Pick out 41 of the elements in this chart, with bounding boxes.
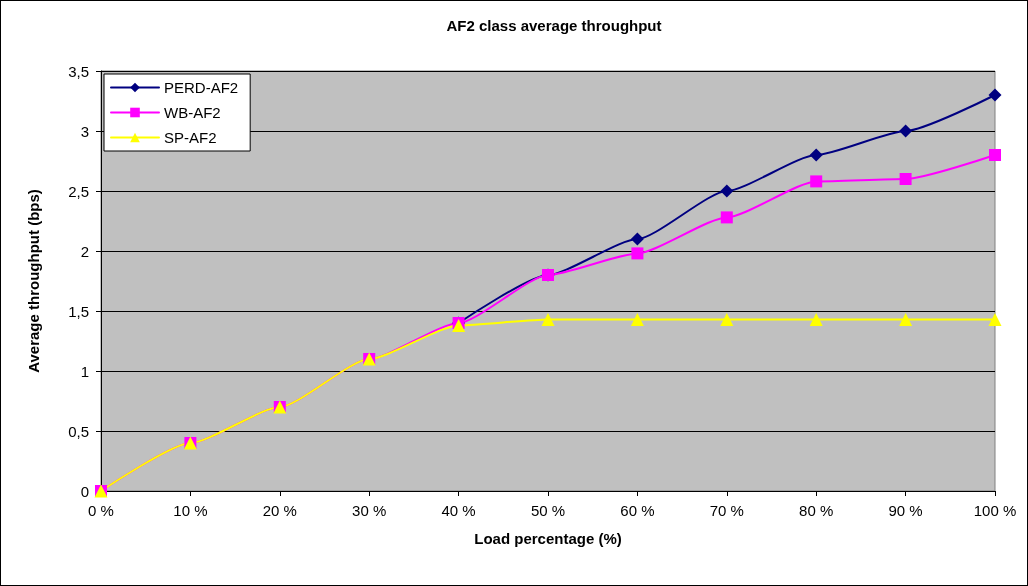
point bbox=[988, 88, 1002, 102]
point bbox=[809, 312, 823, 326]
x-tick-label: 60 % bbox=[620, 502, 655, 519]
point bbox=[899, 124, 913, 138]
chart-title: AF2 class average throughput bbox=[446, 17, 662, 34]
legend-label: SP-AF2 bbox=[164, 129, 217, 146]
y-tick-label: 3,5 bbox=[68, 62, 89, 80]
legend-label: WB-AF2 bbox=[164, 104, 221, 121]
x-tick-label: 100 % bbox=[973, 502, 1017, 519]
x-tick-label: 70 % bbox=[709, 502, 744, 519]
point bbox=[810, 175, 823, 188]
y-tick-label: 0,5 bbox=[68, 422, 89, 440]
y-tick-label: 0 bbox=[80, 482, 89, 500]
point bbox=[720, 211, 733, 224]
point bbox=[541, 312, 555, 326]
y-tick-label: 2,5 bbox=[68, 182, 89, 200]
point bbox=[630, 232, 644, 246]
point bbox=[630, 312, 644, 326]
x-tick-label: 0 % bbox=[88, 502, 114, 519]
y-tick-label: 1 bbox=[80, 362, 89, 380]
y-tick-label: 2 bbox=[80, 242, 89, 260]
x-tick-label: 10 % bbox=[173, 502, 208, 519]
y-tick-label: 1,5 bbox=[68, 302, 89, 320]
x-tick-label: 90 % bbox=[888, 502, 923, 519]
x-tick-label: 30 % bbox=[352, 502, 387, 519]
point bbox=[988, 312, 1002, 326]
point bbox=[899, 312, 913, 326]
x-tick-label: 80 % bbox=[799, 502, 834, 519]
x-axis-title: Load percentage (%) bbox=[474, 530, 622, 547]
point bbox=[720, 312, 734, 326]
x-tick-label: 50 % bbox=[530, 502, 566, 519]
point bbox=[899, 173, 912, 185]
point bbox=[809, 148, 823, 162]
point bbox=[989, 149, 1001, 161]
point bbox=[720, 184, 734, 198]
x-tick-label: 20 % bbox=[262, 502, 297, 519]
y-tick-label: 3 bbox=[80, 122, 89, 140]
point bbox=[631, 247, 644, 260]
y-axis-title: Average throughput (bps) bbox=[25, 189, 42, 373]
legend-label: PERD-AF2 bbox=[164, 79, 239, 96]
x-tick-label: 40 % bbox=[441, 502, 476, 519]
